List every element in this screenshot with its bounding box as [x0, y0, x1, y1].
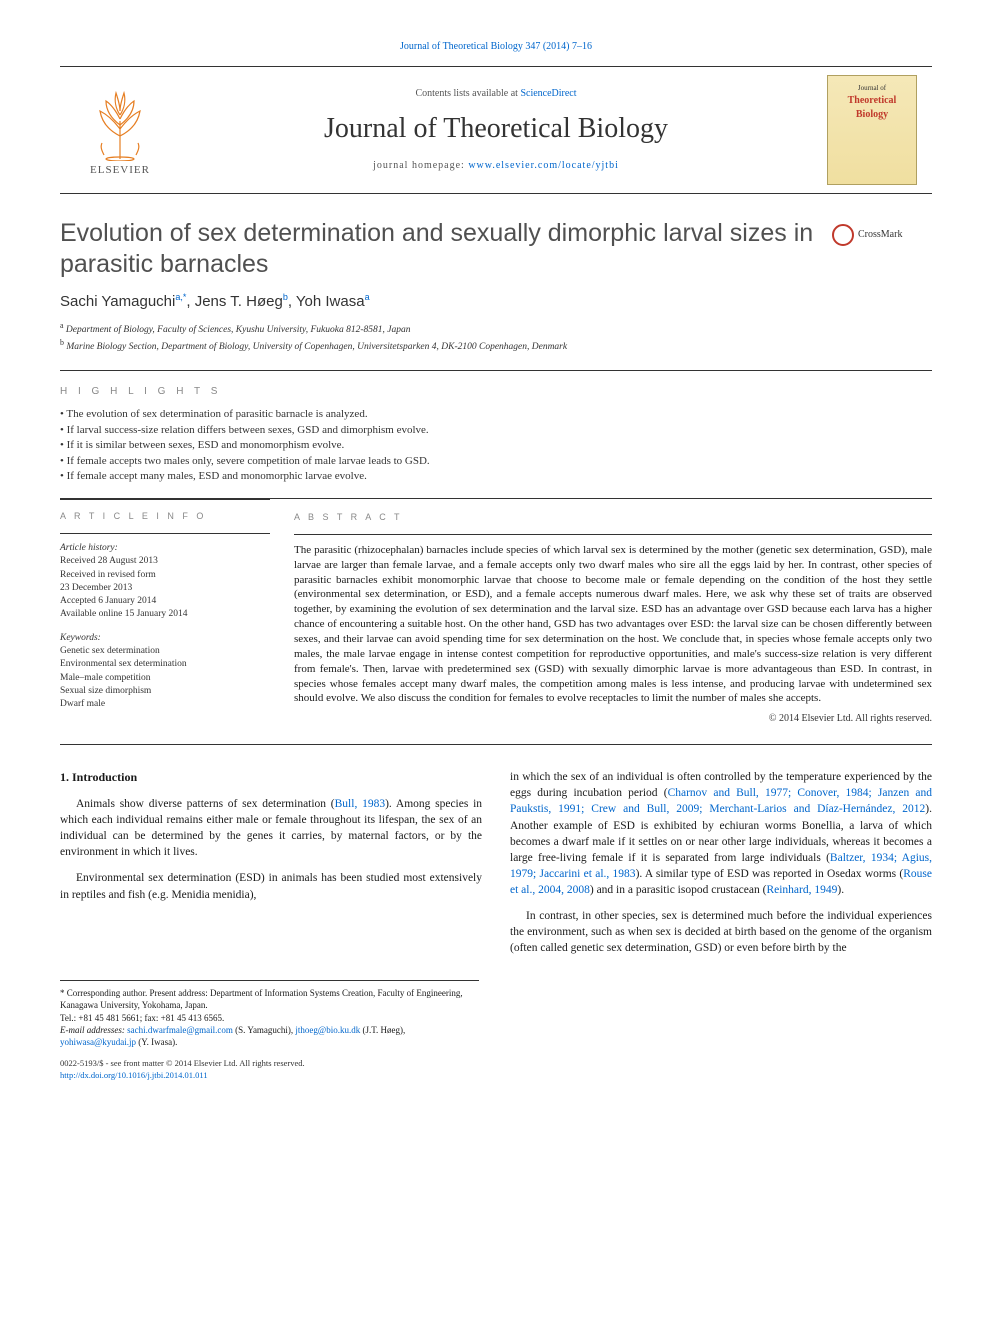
email-link[interactable]: yohiwasa@kyudai.jp	[60, 1037, 136, 1047]
article-info-sidebar: A R T I C L E I N F O Article history: R…	[60, 499, 270, 726]
keyword: Dwarf male	[60, 698, 270, 711]
body-paragraph: Animals show diverse patterns of sex det…	[60, 796, 482, 860]
history-line: Accepted 6 January 2014	[60, 595, 270, 608]
keywords-label: Keywords:	[60, 632, 270, 645]
journal-citation[interactable]: Journal of Theoretical Biology 347 (2014…	[60, 40, 932, 54]
section-heading: 1. Introduction	[60, 769, 482, 786]
email-link[interactable]: sachi.dwarfmale@gmail.com	[127, 1025, 233, 1035]
affiliations: a Department of Biology, Faculty of Scie…	[60, 320, 932, 355]
highlight-item: If it is similar between sexes, ESD and …	[60, 438, 932, 453]
crossmark-icon	[832, 224, 854, 246]
history-line: Received in revised form	[60, 569, 270, 582]
contents-available-line: Contents lists available at ScienceDirec…	[192, 87, 800, 101]
doi-link[interactable]: http://dx.doi.org/10.1016/j.jtbi.2014.01…	[60, 1070, 208, 1080]
citation-link[interactable]: Bull, 1983	[335, 798, 385, 810]
article-body: 1. Introduction Animals show diverse pat…	[60, 769, 932, 966]
crossmark-widget[interactable]: CrossMark	[832, 224, 932, 246]
author-affil-link[interactable]: a	[365, 292, 370, 302]
sciencedirect-link[interactable]: ScienceDirect	[520, 88, 576, 99]
keyword: Male–male competition	[60, 672, 270, 685]
crossmark-label: CrossMark	[858, 228, 902, 242]
highlights-list: The evolution of sex determination of pa…	[60, 407, 932, 484]
journal-cover-thumbnail: Journal of Theoretical Biology	[827, 75, 917, 185]
highlight-item: The evolution of sex determination of pa…	[60, 407, 932, 422]
citation-link[interactable]: Reinhard, 1949	[766, 884, 837, 896]
body-paragraph: in which the sex of an individual is oft…	[510, 769, 932, 898]
keyword: Sexual size dimorphism	[60, 685, 270, 698]
body-paragraph: In contrast, in other species, sex is de…	[510, 908, 932, 956]
highlight-item: If female accept many males, ESD and mon…	[60, 469, 932, 484]
article-title: Evolution of sex determination and sexua…	[60, 218, 832, 281]
history-label: Article history:	[60, 542, 270, 555]
email-addresses: E-mail addresses: sachi.dwarfmale@gmail.…	[60, 1024, 479, 1048]
footnotes: * Corresponding author. Present address:…	[60, 980, 479, 1048]
keyword: Environmental sex determination	[60, 658, 270, 671]
corresponding-author-note: * Corresponding author. Present address:…	[60, 987, 479, 1011]
abstract-heading: A B S T R A C T	[294, 511, 932, 524]
highlights-heading: H I G H L I G H T S	[60, 385, 932, 399]
journal-homepage-line: journal homepage: www.elsevier.com/locat…	[192, 159, 800, 173]
history-line: Available online 15 January 2014	[60, 608, 270, 621]
journal-homepage-link[interactable]: www.elsevier.com/locate/yjtbi	[468, 160, 619, 171]
publisher-logo-block: ELSEVIER	[60, 81, 180, 178]
body-paragraph: Environmental sex determination (ESD) in…	[60, 870, 482, 902]
author-affil-link[interactable]: a,*	[175, 292, 186, 302]
page-footer: 0022-5193/$ - see front matter © 2014 El…	[60, 1058, 932, 1082]
email-link[interactable]: jthoeg@bio.ku.dk	[295, 1025, 360, 1035]
highlight-item: If female accepts two males only, severe…	[60, 454, 932, 469]
article-info-heading: A R T I C L E I N F O	[60, 510, 270, 523]
authors-line: Sachi Yamaguchia,*, Jens T. Høegb, Yoh I…	[60, 291, 932, 312]
journal-name: Journal of Theoretical Biology	[192, 109, 800, 148]
issn-line: 0022-5193/$ - see front matter © 2014 El…	[60, 1058, 932, 1070]
abstract-text: The parasitic (rhizocephalan) barnacles …	[294, 543, 932, 706]
keyword: Genetic sex determination	[60, 645, 270, 658]
highlight-item: If larval success-size relation differs …	[60, 423, 932, 438]
elsevier-tree-icon	[80, 81, 160, 161]
history-line: Received 28 August 2013	[60, 555, 270, 568]
abstract-copyright: © 2014 Elsevier Ltd. All rights reserved…	[294, 712, 932, 726]
elsevier-label: ELSEVIER	[90, 163, 150, 178]
journal-masthead: ELSEVIER Contents lists available at Sci…	[60, 66, 932, 194]
history-line: 23 December 2013	[60, 582, 270, 595]
contact-tel-fax: Tel.: +81 45 481 5661; fax: +81 45 413 6…	[60, 1012, 479, 1024]
